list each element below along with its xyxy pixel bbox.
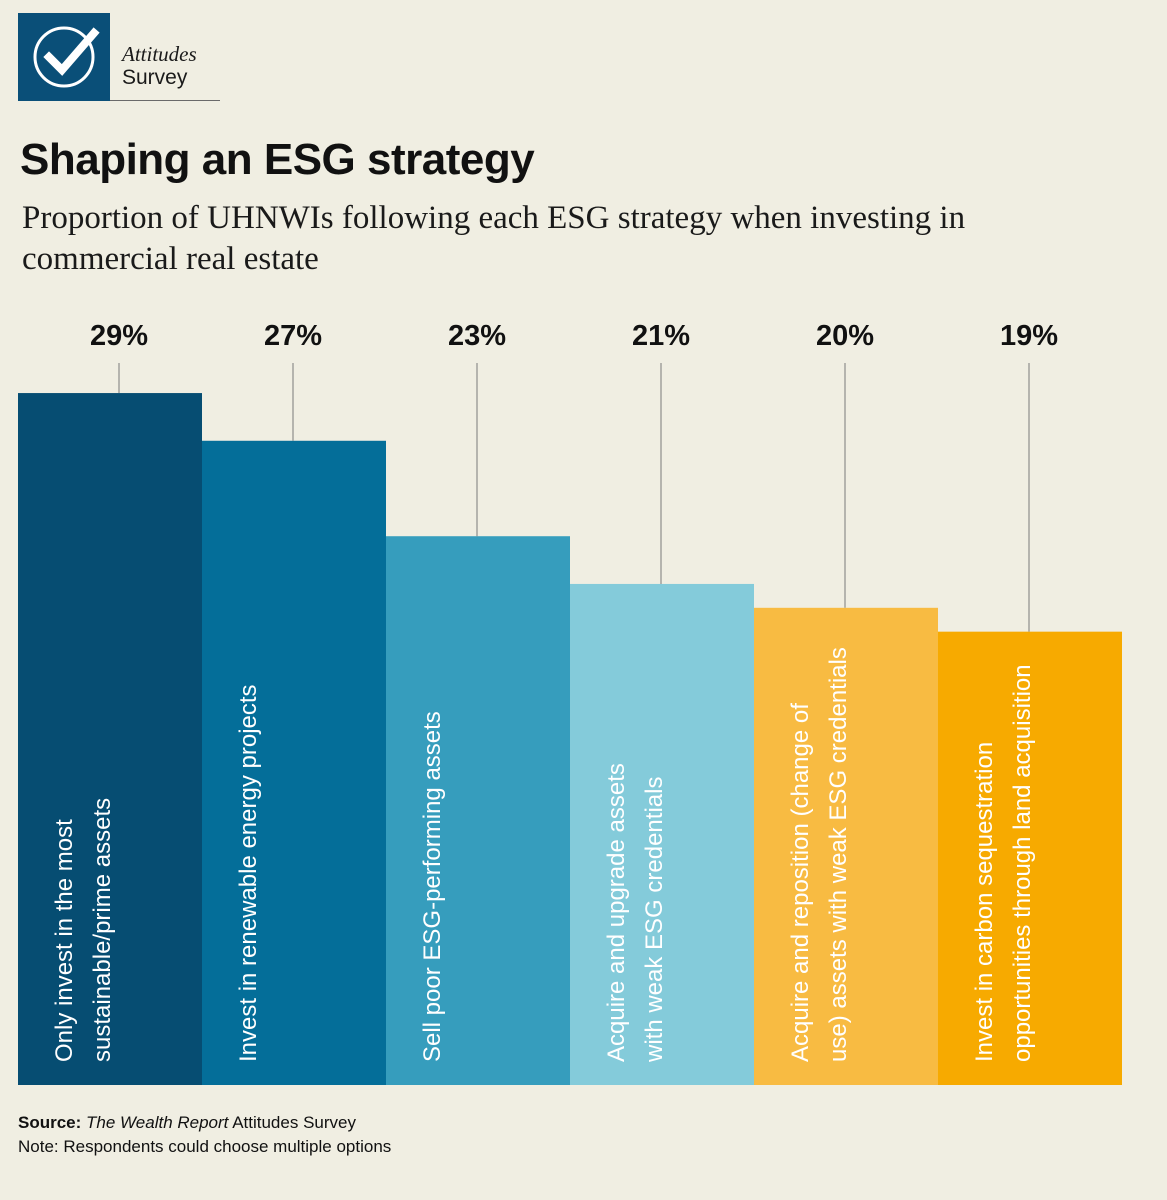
source-rest: Attitudes Survey [228,1113,356,1132]
category-label: with weak ESG credentials [641,777,668,1063]
bar [570,583,754,1085]
footer: Source: The Wealth Report Attitudes Surv… [18,1111,391,1159]
value-label: 20% [816,320,874,352]
value-label: 29% [90,320,148,352]
value-label: 21% [632,320,690,352]
logo-line-2: Survey [122,66,188,89]
category-label: Invest in carbon sequestration [971,742,998,1062]
bar [386,536,570,1085]
logo-divider [110,100,220,101]
logo-badge [18,13,110,101]
chart-title: Shaping an ESG strategy [20,135,535,184]
category-label: Acquire and reposition (change of [787,703,814,1062]
category-label: use) assets with weak ESG credentials [825,647,852,1062]
note-line: Note: Respondents could choose multiple … [18,1137,392,1156]
category-label: sustainable/prime assets [89,798,116,1062]
value-label: 19% [1000,320,1058,352]
source-line: Source: The Wealth Report Attitudes Surv… [18,1111,391,1135]
bar [938,631,1122,1085]
category-label: Acquire and upgrade assets [603,763,630,1062]
category-label: opportunities through land acquisition [1009,664,1036,1062]
bar [202,440,386,1085]
bar [18,393,202,1085]
logo-line-1: Attitudes [122,42,197,66]
value-label: 23% [448,320,506,352]
category-label: Sell poor ESG-performing assets [419,711,446,1062]
source-title: The Wealth Report [86,1113,229,1132]
source-label: Source: [18,1113,82,1132]
logo-text: Attitudes Survey [122,42,197,90]
category-label: Only invest in the most [51,819,78,1062]
checkmark-circle-icon [33,26,100,88]
category-label: Invest in renewable energy projects [235,684,262,1062]
bar [754,607,938,1085]
chart-subtitle: Proportion of UHNWIs following each ESG … [22,200,966,277]
value-label: 27% [264,320,322,352]
bar-chart: 29% Only invest in the most sustainable/pr… [18,320,1122,1085]
